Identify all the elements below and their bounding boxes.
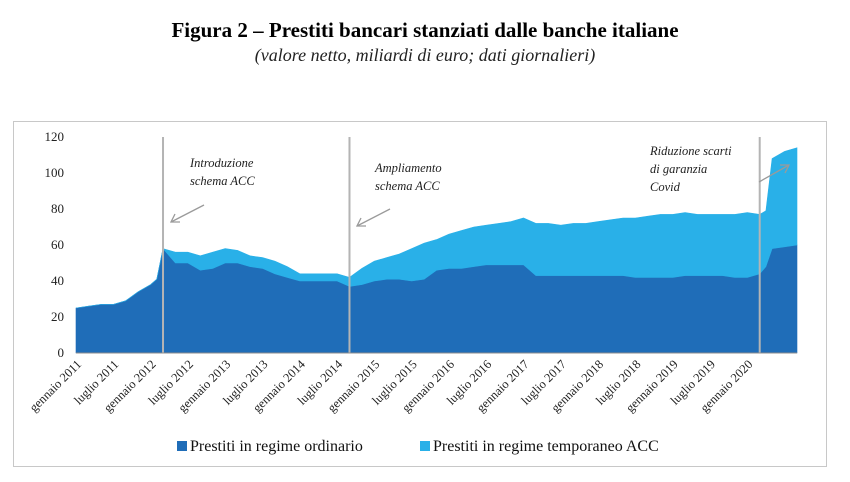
y-tick-label: 120 xyxy=(45,129,65,144)
y-tick-label: 100 xyxy=(45,165,65,180)
legend-swatch-acc xyxy=(420,441,430,451)
event-lines xyxy=(162,137,761,353)
chart-subtitle: (valore netto, miliardi di euro; dati gi… xyxy=(254,45,596,65)
x-tick-label: gennaio 2011 xyxy=(27,357,84,414)
annotation-2-arrowhead xyxy=(355,217,366,227)
annotation-3-arrowhead xyxy=(780,164,791,174)
legend-label-ordinario: Prestiti in regime ordinario xyxy=(190,438,363,455)
annotation-2-arrow xyxy=(356,208,391,227)
annotation-2-line-2: schema ACC xyxy=(375,179,440,193)
annotation-1-arrow xyxy=(170,204,205,223)
chart-title: Figura 2 – Prestiti bancari stanziati da… xyxy=(171,18,679,42)
legend-label-acc: Prestiti in regime temporaneo ACC xyxy=(433,438,659,455)
annotation-3-line-2: di garanzia xyxy=(650,162,707,176)
y-axis: 0 20 40 60 80 100 120 xyxy=(45,129,65,360)
annotation-3-arrow xyxy=(758,164,790,183)
annotation-1-line-2: schema ACC xyxy=(190,174,255,188)
annotation-2-line-1: Ampliamento xyxy=(374,161,442,175)
annotation-1-arrowhead xyxy=(169,213,180,223)
series-area-2 xyxy=(75,147,798,309)
chart-frame: 0 20 40 60 80 100 120 gennaio 2011 luglio 2011 g… xyxy=(13,121,827,467)
legend-swatch-ordinario xyxy=(177,441,187,451)
y-tick-label: 20 xyxy=(51,309,64,324)
annotation-3-line-3: Covid xyxy=(650,180,681,194)
y-tick-label: 60 xyxy=(51,237,64,252)
y-tick-label: 40 xyxy=(51,273,64,288)
annotations: Introduzione schema ACC Ampliamento sche… xyxy=(169,144,791,227)
y-tick-label: 80 xyxy=(51,201,64,216)
annotation-3-line-1: Riduzione scarti xyxy=(649,144,732,158)
y-tick-label: 0 xyxy=(58,345,65,360)
annotation-1-line-1: Introduzione xyxy=(189,156,254,170)
legend: Prestiti in regime ordinario Prestiti in… xyxy=(177,438,659,455)
